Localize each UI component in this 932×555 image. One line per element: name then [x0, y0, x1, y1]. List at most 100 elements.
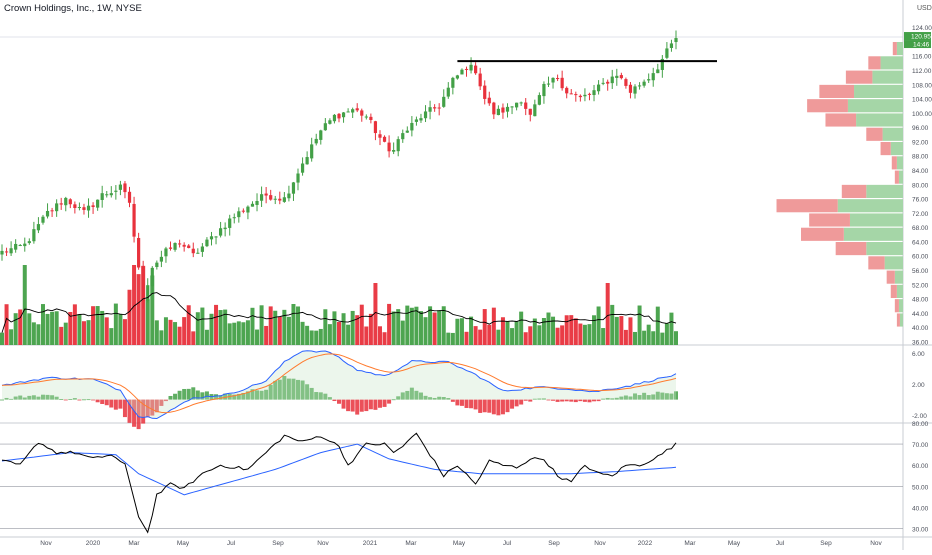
- volume-bar: [551, 316, 556, 345]
- volume-bar: [309, 330, 314, 345]
- macd-histogram-bar: [122, 399, 127, 418]
- volume-bar: [592, 315, 597, 345]
- candle-body: [259, 194, 264, 201]
- macd-histogram-bar: [660, 392, 665, 400]
- candle-body: [209, 236, 214, 240]
- vp-bar-down: [776, 199, 838, 213]
- candle-body: [674, 38, 678, 43]
- macd-tick-label: 6.00: [912, 351, 925, 358]
- macd-histogram-bar: [36, 396, 41, 400]
- vp-bar-up: [884, 256, 903, 270]
- candle-body: [159, 256, 163, 262]
- candle-body: [164, 248, 168, 257]
- volume-bar: [541, 317, 546, 345]
- macd-histogram-bar: [592, 399, 597, 402]
- macd-histogram-bar: [459, 399, 464, 406]
- candle-body: [310, 144, 314, 159]
- macd-histogram-bar: [651, 394, 656, 400]
- volume-bar: [596, 306, 601, 345]
- volume-bar: [227, 323, 232, 345]
- volume-profile: [776, 42, 903, 327]
- candle-body: [255, 200, 259, 205]
- vp-bar-down: [845, 70, 873, 84]
- price-tick-label: 116.00: [912, 54, 932, 61]
- volume-bar: [564, 315, 569, 345]
- candle-body: [196, 252, 200, 254]
- candle-body: [50, 210, 54, 212]
- candle-body: [250, 203, 255, 207]
- macd-histogram-bar: [450, 399, 455, 402]
- last-price-label: 120.95: [911, 34, 931, 41]
- volume-bars: [0, 264, 678, 345]
- candle-body: [455, 75, 460, 79]
- volume-bar: [4, 304, 9, 345]
- volume-bar: [664, 323, 669, 345]
- macd-histogram-bar: [291, 378, 296, 400]
- macd-histogram-bar: [564, 399, 569, 402]
- last-price-badge: [904, 32, 931, 41]
- volume-bar: [236, 321, 241, 345]
- candle-body: [464, 68, 469, 70]
- macd-histogram-bar: [191, 387, 196, 400]
- macd-histogram-bar: [364, 399, 369, 412]
- time-tick-label: Jul: [776, 540, 785, 547]
- candle-body: [319, 130, 323, 140]
- volume-bar: [9, 329, 14, 345]
- volume-bar: [437, 310, 442, 345]
- macd-histogram-bar: [273, 380, 278, 400]
- volume-bar: [455, 318, 460, 345]
- volume-bar: [154, 320, 159, 345]
- volume-bar: [478, 329, 483, 345]
- vp-bar-up: [866, 184, 903, 198]
- volume-bar: [332, 311, 337, 345]
- volume-bar: [528, 326, 533, 345]
- candle-body: [451, 77, 455, 88]
- candle-body: [146, 285, 150, 302]
- macd-histogram-bar: [560, 399, 565, 402]
- macd-histogram-bar: [664, 393, 669, 400]
- time-tick-label: Mar: [405, 540, 417, 547]
- macd-histogram-bar: [163, 399, 168, 402]
- candle-body: [296, 173, 300, 183]
- candle-body: [387, 142, 391, 152]
- vp-bar-down: [866, 127, 883, 141]
- macd-histogram-bar: [519, 399, 524, 405]
- candle-body: [410, 122, 414, 131]
- volume-bar: [209, 313, 214, 345]
- time-tick-label: 2020: [86, 540, 101, 547]
- time-tick-label: 2022: [638, 540, 653, 547]
- macd-histogram-bar: [318, 392, 323, 400]
- volume-bar: [300, 321, 305, 345]
- volume-bar: [77, 314, 82, 345]
- macd-histogram-bar: [95, 399, 100, 403]
- macd-histogram-bar: [177, 390, 182, 400]
- macd-histogram-bar: [610, 398, 615, 400]
- volume-bar: [578, 323, 583, 345]
- candle-body: [341, 112, 346, 118]
- candle-body: [519, 102, 523, 104]
- volume-bar: [355, 315, 360, 345]
- candle-body: [401, 133, 405, 140]
- vp-bar-up: [882, 127, 903, 141]
- time-tick-label: Nov: [870, 540, 882, 547]
- macd-histogram-bar: [601, 398, 606, 400]
- price-tick-label: 52.00: [912, 282, 929, 289]
- macd-histogram-bar: [22, 397, 27, 400]
- volume-bar: [191, 331, 196, 345]
- candle-body: [100, 193, 104, 200]
- candle-body: [610, 76, 614, 84]
- volume-bar: [346, 324, 351, 345]
- volume-bar: [491, 307, 496, 345]
- time-tick-label: May: [177, 540, 190, 547]
- macd-histogram-bar: [446, 398, 451, 400]
- macd-histogram-bar: [642, 392, 647, 400]
- volume-bar: [414, 306, 419, 345]
- candle-body: [596, 84, 601, 92]
- volume-bar: [391, 311, 396, 345]
- macd-histogram-bar: [614, 397, 619, 400]
- candle-body: [360, 110, 364, 116]
- candle-body: [428, 107, 432, 112]
- volume-bar: [282, 309, 287, 345]
- candle-body: [437, 107, 441, 109]
- candle-body: [323, 123, 327, 131]
